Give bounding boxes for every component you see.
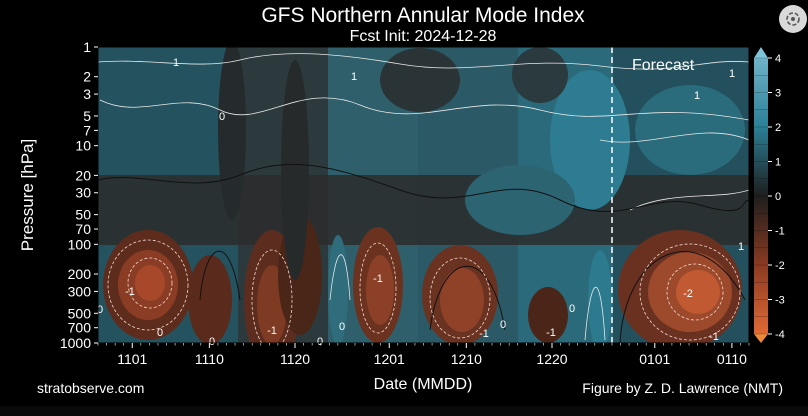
y-tick-label: 300 bbox=[68, 283, 92, 299]
x-tick-label: 1110 bbox=[195, 351, 224, 367]
contour-label: 1 bbox=[738, 241, 744, 253]
contour-label: -1 bbox=[373, 273, 383, 285]
chart-title: GFS Northern Annular Mode Index bbox=[261, 4, 585, 27]
contour-label: -1 bbox=[709, 331, 719, 343]
contour-label: -2 bbox=[683, 288, 693, 300]
contour-label: -1 bbox=[546, 327, 556, 339]
colorbar-tick-label: -4 bbox=[775, 329, 785, 341]
colorbar-tick-label: 2 bbox=[775, 122, 781, 134]
colorbar: 4 3 2 1 0 -1 -2 -3 -4 bbox=[754, 47, 785, 343]
contour-label: 0 bbox=[317, 336, 323, 348]
x-tick-label: 0110 bbox=[717, 351, 747, 367]
colorbar-tick-label: 0 bbox=[775, 191, 781, 203]
footer-right: Figure by Z. D. Lawrence (NMT) bbox=[582, 380, 783, 396]
x-tick-label: 1101 bbox=[117, 351, 147, 367]
contour-label: 0 bbox=[569, 303, 575, 315]
x-tick-label: 1120 bbox=[280, 351, 310, 367]
x-tick-label: 0101 bbox=[639, 351, 670, 367]
x-tick-label: 1201 bbox=[374, 351, 405, 367]
contour-label: 1 bbox=[351, 71, 357, 83]
bottom-strip bbox=[0, 406, 808, 416]
contour-label: -1 bbox=[125, 286, 135, 298]
chart-subtitle: Fcst Init: 2024-12-28 bbox=[350, 28, 497, 45]
colorbar-tick-label: 3 bbox=[775, 88, 781, 100]
contour-label: 1 bbox=[729, 68, 735, 80]
heatmap-area bbox=[98, 47, 749, 343]
colorbar-tick-label: -1 bbox=[775, 226, 785, 238]
y-tick-label: 100 bbox=[68, 236, 92, 252]
y-tick-label: 200 bbox=[68, 266, 92, 282]
y-tick-label: 1000 bbox=[60, 335, 91, 351]
y-axis-label: Pressure [hPa] bbox=[18, 139, 37, 251]
y-tick-label: 7 bbox=[83, 122, 91, 138]
y-tick-label: 700 bbox=[68, 320, 92, 336]
y-tick-label: 70 bbox=[75, 221, 91, 237]
y-tick-label: 1 bbox=[83, 39, 91, 55]
y-tick-label: 20 bbox=[75, 167, 91, 183]
footer-left: stratobserve.com bbox=[37, 380, 144, 396]
contour-label: 0 bbox=[157, 327, 163, 339]
contour-label: 0 bbox=[339, 321, 345, 333]
x-axis: 1101 1110 1120 1201 1210 1220 0101 0110 bbox=[97, 343, 750, 367]
x-tick-label: 1220 bbox=[536, 351, 567, 367]
y-tick-label: 3 bbox=[83, 86, 91, 102]
colorbar-tick-label: 4 bbox=[775, 53, 781, 65]
lens-search-icon[interactable] bbox=[779, 5, 807, 33]
y-tick-label: 2 bbox=[83, 69, 91, 85]
y-tick-label: 5 bbox=[83, 108, 91, 124]
y-tick-label: 50 bbox=[75, 207, 91, 223]
contour-label: 0 bbox=[219, 111, 225, 123]
y-tick-label: 500 bbox=[68, 305, 92, 321]
contour-label: 0 bbox=[500, 319, 506, 331]
contour-label: 1 bbox=[694, 90, 700, 102]
contour-label: -1 bbox=[479, 328, 489, 340]
colorbar-tick-label: 1 bbox=[775, 157, 781, 169]
contour-label: 1 bbox=[173, 57, 179, 69]
contour-labels: 1 0 1 1 -1 -1 0 -2 -1 0 0 -1 0 0 -1 0 0 1 -1 1 bbox=[97, 57, 744, 348]
y-tick-label: 10 bbox=[75, 138, 91, 154]
colorbar-tick-label: -2 bbox=[775, 260, 785, 272]
x-tick-label: 1210 bbox=[451, 351, 482, 367]
colorbar-tick-label: -3 bbox=[775, 295, 785, 307]
y-tick-label: 30 bbox=[75, 185, 91, 201]
contour-label: 0 bbox=[97, 304, 103, 316]
forecast-annotation: Forecast bbox=[632, 57, 695, 74]
contour-label: -1 bbox=[267, 325, 277, 337]
x-axis-label: Date (MMDD) bbox=[374, 376, 473, 393]
contour-label: 0 bbox=[209, 336, 215, 348]
